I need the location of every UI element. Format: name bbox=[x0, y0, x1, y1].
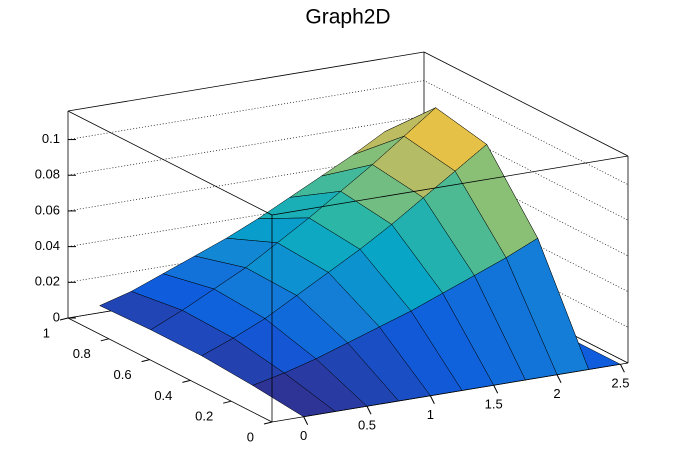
y-tick bbox=[141, 359, 150, 363]
x-tick-label: 0.5 bbox=[358, 418, 376, 433]
z-tick-label: 0.1 bbox=[42, 131, 60, 146]
x-tick bbox=[619, 364, 625, 373]
z-tick-label: 0.02 bbox=[35, 274, 60, 289]
x-tick-label: 2.5 bbox=[611, 376, 629, 391]
chart-title: Graph2D bbox=[305, 6, 390, 29]
axis-line bbox=[271, 362, 629, 423]
x-tick bbox=[429, 395, 435, 404]
x-tick bbox=[303, 416, 309, 425]
y-tick-label: 1 bbox=[43, 325, 50, 340]
grid-line bbox=[67, 80, 629, 185]
x-tick bbox=[493, 385, 499, 394]
x-tick-label: 0 bbox=[300, 428, 307, 443]
y-tick-label: 0.4 bbox=[154, 388, 172, 403]
x-tick bbox=[556, 374, 562, 383]
y-tick bbox=[223, 400, 232, 404]
y-tick bbox=[59, 317, 69, 321]
z-tick-label: 0.06 bbox=[35, 202, 60, 217]
box-edge bbox=[271, 155, 629, 216]
x-tick-label: 1 bbox=[427, 407, 434, 422]
y-tick-label: 0 bbox=[247, 429, 254, 444]
box-edge bbox=[67, 110, 273, 216]
box-edge bbox=[423, 51, 629, 157]
z-tick-label: 0.08 bbox=[35, 167, 60, 182]
x-tick-label: 2 bbox=[553, 386, 560, 401]
x-tick-label: 1.5 bbox=[485, 397, 503, 412]
y-tick-label: 0.8 bbox=[73, 346, 91, 361]
z-tick-label: 0 bbox=[53, 309, 60, 324]
y-tick bbox=[100, 338, 109, 342]
x-tick bbox=[366, 406, 372, 415]
z-tick-label: 0.04 bbox=[35, 238, 60, 253]
axis-line bbox=[67, 317, 273, 423]
box-edge bbox=[67, 51, 425, 112]
y-tick-label: 0.2 bbox=[195, 409, 213, 424]
y-tick bbox=[263, 421, 273, 425]
y-tick-label: 0.6 bbox=[114, 367, 132, 382]
y-tick bbox=[182, 379, 191, 383]
